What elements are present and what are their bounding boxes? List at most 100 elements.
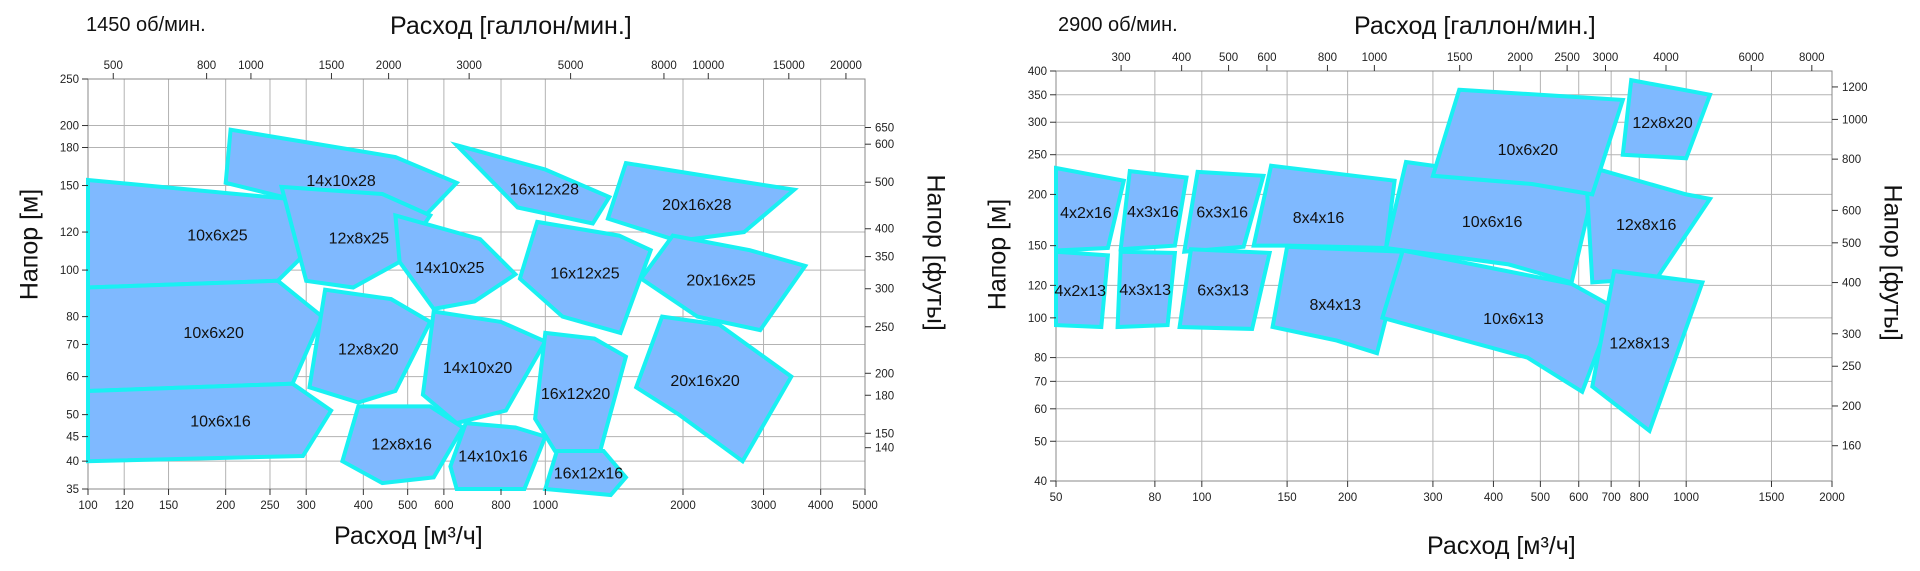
x-top-tick-label: 1500 xyxy=(319,60,345,72)
x-top-tick-label: 15000 xyxy=(773,60,805,72)
x-tick-label: 500 xyxy=(398,500,417,512)
speed-label: 2900 об/мин. xyxy=(1058,14,1178,36)
pump-region-4x3x13 xyxy=(1115,249,1178,330)
pump-region-12x8x13 xyxy=(1590,268,1706,435)
x-tick-label: 150 xyxy=(159,500,178,512)
pump-region-label: 16x12x20 xyxy=(541,386,610,403)
pump-region-8x4x13 xyxy=(1270,244,1406,356)
pump-region-6x3x13 xyxy=(1177,247,1273,331)
x-top-tick-label: 600 xyxy=(1257,52,1276,64)
y-tick-label: 120 xyxy=(60,227,79,239)
pump-region-label: 14x10x28 xyxy=(306,173,375,190)
pump-region-10x6x16 xyxy=(86,381,334,464)
x-tick-label: 1000 xyxy=(533,500,559,512)
x-top-axis-title: Расход [галлон/мин.] xyxy=(1354,12,1596,40)
pump-region-12x8x20 xyxy=(1620,77,1713,161)
x-tick-label: 120 xyxy=(115,500,134,512)
x-tick-label: 800 xyxy=(1630,492,1649,504)
x-tick-label: 200 xyxy=(1338,492,1357,504)
pump-region-label: 10x6x20 xyxy=(1498,142,1559,159)
x-top-tick-label: 20000 xyxy=(830,60,862,72)
pump-region-12x8x16 xyxy=(1583,163,1714,285)
pump-region-6x3x16 xyxy=(1181,169,1266,254)
y-tick-label: 100 xyxy=(1028,313,1047,325)
pump-region-10x6x20 xyxy=(1430,87,1626,197)
x-tick-label: 500 xyxy=(1531,492,1550,504)
pump-region-label: 14x10x16 xyxy=(458,448,527,465)
x-top-axis-title: Расход [галлон/мин.] xyxy=(390,12,632,40)
pump-region-20x16x25 xyxy=(638,233,809,333)
x-tick-label: 400 xyxy=(354,500,373,512)
x-top-tick-label: 800 xyxy=(1318,52,1337,64)
y-right-tick-label: 600 xyxy=(875,139,894,151)
y-right-tick-label: 500 xyxy=(1842,238,1861,250)
x-bottom-axis-title: Расход [м³/ч] xyxy=(334,522,483,550)
x-top-tick-label: 500 xyxy=(1219,52,1238,64)
y-right-tick-label: 250 xyxy=(1842,361,1861,373)
x-bottom-axis-title: Расход [м³/ч] xyxy=(1427,532,1576,560)
x-top-tick-label: 8000 xyxy=(1799,52,1825,64)
x-top-tick-label: 2500 xyxy=(1554,52,1580,64)
y-tick-label: 200 xyxy=(1028,189,1047,201)
pump-region-label: 12x8x20 xyxy=(338,342,399,359)
pump-region-16x12x16 xyxy=(542,449,629,498)
x-top-tick-label: 3000 xyxy=(456,60,482,72)
pump-region-12x8x20 xyxy=(307,287,433,405)
pump-region-label: 14x10x20 xyxy=(443,360,512,377)
pump-region-10x6x20 xyxy=(86,278,325,394)
y-tick-label: 40 xyxy=(1034,476,1047,488)
x-top-tick-label: 3000 xyxy=(1593,52,1619,64)
pump-region-label: 4x2x13 xyxy=(1054,283,1106,300)
x-tick-label: 400 xyxy=(1484,492,1503,504)
x-top-tick-label: 6000 xyxy=(1738,52,1764,64)
pump-region-label: 6x3x13 xyxy=(1197,283,1249,300)
x-top-tick-label: 500 xyxy=(104,60,123,72)
y-tick-label: 70 xyxy=(1034,376,1047,388)
y-tick-label: 300 xyxy=(1028,117,1047,129)
x-top-tick-label: 300 xyxy=(1112,52,1131,64)
y-right-tick-label: 1000 xyxy=(1842,114,1868,126)
chart-plot-1450: 10x6x25 10x6x20 10x6x16 14x10x28 12x8x25 14x1… xyxy=(60,60,894,512)
y-right-tick-label: 300 xyxy=(1842,329,1861,341)
x-tick-label: 200 xyxy=(216,500,235,512)
pump-region-16x12x28 xyxy=(450,141,613,226)
x-top-tick-label: 1500 xyxy=(1447,52,1473,64)
y-right-tick-label: 350 xyxy=(875,252,894,264)
y-tick-label: 150 xyxy=(1028,241,1047,253)
chart-2900-rpm: 2900 об/мин. Расход [галлон/мин.] Расход… xyxy=(960,0,1920,571)
x-tick-label: 150 xyxy=(1278,492,1297,504)
x-tick-label: 600 xyxy=(434,500,453,512)
y-tick-label: 150 xyxy=(60,181,79,193)
x-tick-label: 1500 xyxy=(1759,492,1785,504)
pump-region-label: 6x3x16 xyxy=(1196,205,1248,222)
x-top-tick-label: 1000 xyxy=(238,60,264,72)
pump-region-label: 10x6x25 xyxy=(187,228,248,245)
speed-label: 1450 об/мин. xyxy=(86,14,206,36)
pump-region-label: 12x8x16 xyxy=(371,437,432,454)
pump-region-label: 10x6x13 xyxy=(1483,311,1544,328)
x-tick-label: 800 xyxy=(491,500,510,512)
y-right-tick-label: 1200 xyxy=(1842,82,1868,94)
pump-region-label: 16x12x16 xyxy=(554,466,623,483)
pump-region-label: 12x8x20 xyxy=(1632,115,1693,132)
x-tick-label: 100 xyxy=(1192,492,1211,504)
pump-region-14x10x20 xyxy=(420,309,549,426)
x-tick-label: 5000 xyxy=(852,500,878,512)
x-top-tick-label: 8000 xyxy=(651,60,677,72)
pump-region-label: 12x8x16 xyxy=(1616,217,1677,234)
y-tick-label: 40 xyxy=(66,456,79,468)
pump-region-16x12x28 xyxy=(605,160,799,243)
x-tick-label: 100 xyxy=(78,500,97,512)
x-top-tick-label: 2000 xyxy=(1507,52,1533,64)
x-top-tick-label: 5000 xyxy=(558,60,584,72)
pump-region-8x4x16 xyxy=(1251,163,1397,251)
pump-region-label: 4x2x16 xyxy=(1060,205,1112,222)
pump-region-label: 10x6x16 xyxy=(190,413,251,430)
pump-region-14x10x16 xyxy=(448,420,548,491)
y-tick-label: 400 xyxy=(1028,66,1047,78)
y-tick-label: 50 xyxy=(1034,436,1047,448)
pump-region-label: 8x4x16 xyxy=(1293,210,1345,227)
pump-region-label: 16x12x28 xyxy=(510,182,579,199)
y-right-tick-label: 600 xyxy=(1842,205,1861,217)
x-tick-label: 50 xyxy=(1050,492,1063,504)
